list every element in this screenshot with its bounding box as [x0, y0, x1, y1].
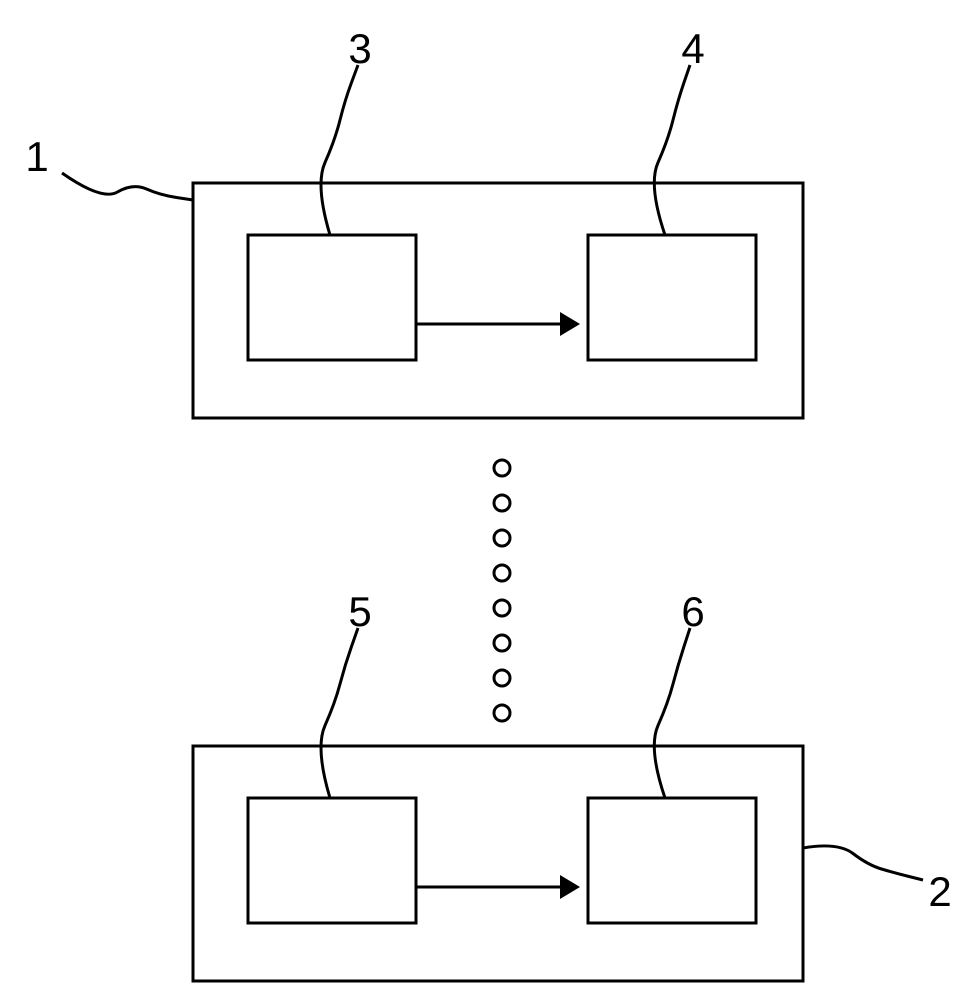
label-1: 1: [25, 133, 48, 180]
label-3: 3: [348, 25, 371, 72]
label-2: 2: [928, 868, 951, 915]
block-diagram: 1 2 3 4 5 6: [0, 0, 974, 1000]
label-5: 5: [348, 588, 371, 635]
label-4: 4: [681, 25, 704, 72]
label-6: 6: [681, 588, 704, 635]
